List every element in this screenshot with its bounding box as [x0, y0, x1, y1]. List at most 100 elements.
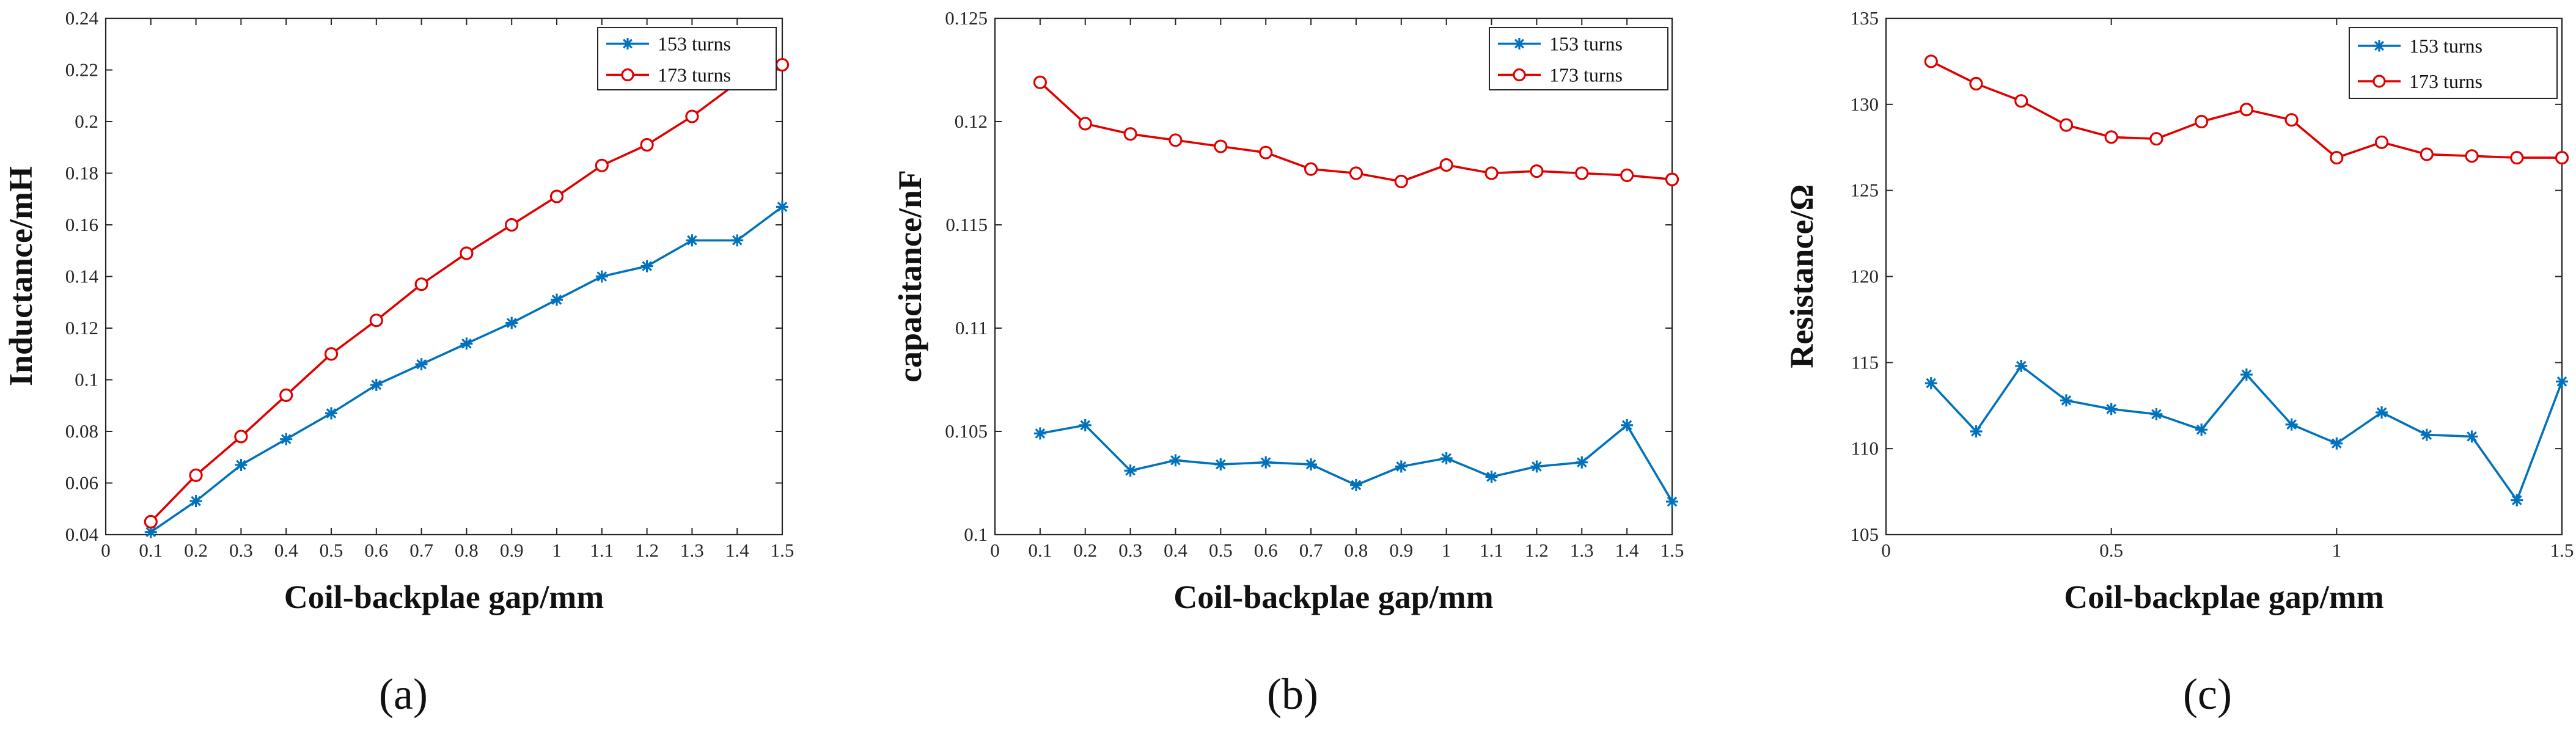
data-point [549, 189, 564, 203]
x-tick-label: 0.6 [364, 540, 388, 561]
data-point [2465, 430, 2478, 443]
data-point [1576, 456, 1588, 469]
data-point [1665, 172, 1679, 186]
data-point-stroke [2286, 419, 2297, 430]
x-axis-label: Coil-backplae gap/mm [284, 579, 604, 615]
y-tick-label: 0.125 [945, 7, 988, 29]
y-tick-label: 110 [1851, 437, 1879, 459]
x-tick-label: 0.1 [139, 540, 163, 561]
y-tick-label: 0.1 [75, 369, 98, 390]
data-point [370, 378, 383, 391]
data-point [1214, 139, 1228, 153]
data-point [1969, 76, 1983, 91]
y-tick-label: 0.24 [65, 7, 99, 29]
data-point [414, 277, 428, 291]
legend-entry: 173 turns [1549, 64, 1623, 86]
x-tick-label: 0.6 [1254, 540, 1278, 561]
data-point-stroke [371, 379, 382, 390]
data-point [551, 293, 563, 306]
data-point [1259, 145, 1273, 159]
data-point [1033, 75, 1047, 89]
data-point [1530, 460, 1543, 473]
data-point [685, 109, 699, 123]
x-tick-label: 1.4 [1615, 540, 1639, 561]
data-point-stroke [236, 459, 246, 470]
legend-entry: 173 turns [658, 64, 731, 86]
data-point [235, 458, 248, 471]
data-point-stroke [1576, 457, 1587, 468]
legend-entry: 173 turns [2409, 70, 2482, 92]
data-point [2059, 118, 2074, 132]
data-point-stroke [416, 359, 427, 370]
data-point [595, 270, 608, 283]
data-point [1575, 166, 1589, 180]
x-tick-label: 0.5 [2099, 540, 2123, 561]
data-point-stroke [2061, 395, 2072, 406]
data-point [280, 433, 293, 445]
data-point [776, 200, 788, 213]
data-point [415, 358, 428, 371]
x-axis-label: Coil-backplae gap/mm [1173, 579, 1494, 615]
data-point [279, 388, 293, 402]
x-tick-label: 0.4 [1164, 540, 1187, 561]
series-153-turns [144, 200, 788, 538]
data-point [189, 468, 203, 482]
data-point-stroke [687, 235, 697, 246]
data-point-stroke [506, 318, 517, 328]
data-point-stroke [1351, 480, 1362, 491]
plot-area-frame [994, 17, 1673, 536]
x-tick-label: 1.2 [635, 540, 659, 561]
data-point [1305, 458, 1318, 471]
data-point-stroke [2196, 424, 2207, 435]
data-point-stroke [1396, 461, 1407, 472]
plot-area-frame [105, 17, 783, 536]
data-point-stroke [1035, 428, 1046, 439]
y-tick-label: 0.22 [65, 59, 98, 81]
y-tick-label: 0.16 [65, 214, 98, 235]
data-point-stroke [596, 271, 607, 282]
x-tick-label: 0.7 [409, 540, 433, 561]
y-tick-label: 120 [1851, 266, 1879, 287]
data-point-stroke [2151, 409, 2162, 420]
x-tick-label: 0.8 [1345, 540, 1368, 561]
data-point [505, 218, 519, 232]
data-point [1033, 427, 1046, 440]
data-point [1530, 164, 1544, 178]
data-point [2510, 151, 2524, 165]
y-tick-label: 0.11 [955, 317, 988, 339]
series-173-turns [1924, 54, 2569, 165]
data-point [325, 407, 337, 420]
data-point-stroke [2332, 438, 2342, 449]
series-153-turns [1033, 419, 1678, 508]
data-point [1620, 168, 1634, 182]
x-tick-label: 0 [101, 540, 111, 561]
data-point-stroke [1532, 461, 1542, 472]
x-tick-label: 0.2 [184, 540, 208, 561]
data-point [1395, 460, 1407, 473]
x-tick-label: 0.1 [1028, 540, 1052, 561]
data-point [2376, 406, 2388, 419]
data-point [640, 137, 654, 152]
y-tick-label: 0.1 [964, 524, 988, 545]
data-point [1440, 452, 1453, 464]
legend-entry: 153 turns [2409, 35, 2482, 57]
y-tick-label: 135 [1851, 7, 1879, 29]
legend-marker [621, 68, 634, 82]
data-point [595, 158, 609, 172]
x-tick-label: 1.5 [771, 540, 794, 561]
data-point [1079, 419, 1092, 431]
x-tick-label: 1.3 [680, 540, 704, 561]
x-tick-label: 1.1 [1480, 540, 1503, 561]
data-point [2330, 151, 2344, 165]
y-tick-label: 0.12 [955, 111, 988, 132]
data-point [2555, 151, 2569, 165]
data-point [234, 430, 248, 444]
data-point-stroke [642, 261, 652, 271]
data-point-stroke [2511, 495, 2522, 505]
x-tick-label: 0.3 [1118, 540, 1142, 561]
data-point-stroke [2421, 430, 2432, 440]
data-point [1123, 127, 1137, 141]
data-point [2240, 368, 2253, 381]
data-point [2195, 423, 2208, 436]
data-point-stroke [1621, 420, 1632, 431]
